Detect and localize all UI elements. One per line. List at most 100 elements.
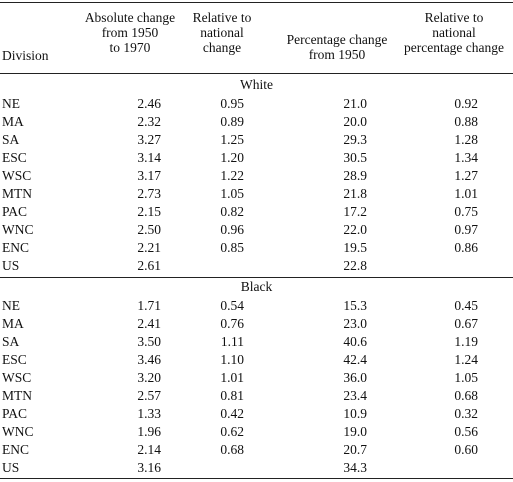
header-division: Division (2, 48, 49, 63)
cell-absolute-change: 2.50 (137, 222, 161, 237)
cell-relative-national: 1.20 (220, 150, 244, 165)
cell-relative-national: 0.89 (220, 114, 244, 129)
cell-division: WSC (2, 168, 32, 183)
header-relative-national-line-2: national (200, 25, 244, 40)
cell-relative-percentage: 0.60 (454, 442, 478, 457)
cell-percentage-change: 23.4 (343, 388, 367, 403)
cell-percentage-change: 19.0 (343, 424, 367, 439)
cell-relative-national: 1.10 (220, 352, 244, 367)
cell-relative-national: 0.68 (220, 442, 244, 457)
cell-absolute-change: 2.21 (137, 240, 161, 255)
cell-percentage-change: 22.0 (343, 222, 367, 237)
cell-relative-percentage: 0.75 (454, 204, 478, 219)
cell-percentage-change: 36.0 (343, 370, 367, 385)
cell-relative-percentage: 1.19 (454, 334, 478, 349)
cell-relative-percentage: 1.28 (454, 132, 478, 147)
cell-absolute-change: 3.27 (137, 132, 161, 147)
cell-relative-percentage: 0.68 (454, 388, 478, 403)
cell-percentage-change: 15.3 (343, 298, 367, 313)
header-relative-percentage-line-3: percentage change (403, 40, 505, 55)
cell-division: NE (2, 298, 20, 313)
cell-percentage-change: 19.5 (343, 240, 367, 255)
cell-percentage-change: 17.2 (343, 204, 367, 219)
cell-relative-national: 0.62 (220, 424, 244, 439)
cell-absolute-change: 2.14 (137, 442, 161, 457)
cell-division: MA (2, 114, 24, 129)
cell-division: PAC (2, 406, 28, 421)
cell-relative-percentage: 1.34 (454, 150, 478, 165)
cell-percentage-change: 22.8 (343, 258, 367, 273)
header-relative-percentage-line-2: national (432, 25, 476, 40)
cell-division: WNC (2, 222, 34, 237)
cell-relative-percentage: 0.97 (454, 222, 478, 237)
cell-relative-percentage: 0.86 (454, 240, 478, 255)
header-relative-national-line-1: Relative to (192, 10, 252, 25)
cell-relative-national: 0.96 (220, 222, 244, 237)
cell-percentage-change: 40.6 (343, 334, 367, 349)
cell-division: ENC (2, 442, 29, 457)
cell-percentage-change: 20.0 (343, 114, 367, 129)
cell-percentage-change: 30.5 (343, 150, 367, 165)
cell-absolute-change: 3.16 (137, 460, 161, 475)
cell-absolute-change: 1.71 (137, 298, 161, 313)
cell-percentage-change: 34.3 (343, 460, 367, 475)
cell-relative-national: 1.11 (220, 334, 244, 349)
cell-relative-national: 0.81 (220, 388, 244, 403)
cell-absolute-change: 3.17 (137, 168, 161, 183)
cell-absolute-change: 3.14 (137, 150, 161, 165)
cell-absolute-change: 2.61 (137, 258, 161, 273)
cell-relative-national: 0.76 (220, 316, 244, 331)
cell-relative-percentage: 0.67 (454, 316, 478, 331)
cell-division: US (2, 258, 20, 273)
cell-relative-percentage: 0.56 (454, 424, 478, 439)
cell-percentage-change: 42.4 (343, 352, 367, 367)
cell-division: WNC (2, 424, 34, 439)
cell-relative-percentage: 1.01 (454, 186, 478, 201)
cell-percentage-change: 28.9 (343, 168, 367, 183)
cell-division: ESC (2, 150, 27, 165)
cell-division: WSC (2, 370, 32, 385)
header-percentage-change-line-1: Percentage change (286, 32, 388, 47)
section-title-black: Black (240, 279, 273, 294)
cell-percentage-change: 10.9 (343, 406, 367, 421)
cell-percentage-change: 23.0 (343, 316, 367, 331)
cell-division: MTN (2, 186, 32, 201)
cell-absolute-change: 2.73 (137, 186, 161, 201)
cell-relative-national: 1.22 (220, 168, 244, 183)
cell-absolute-change: 2.41 (137, 316, 161, 331)
header-percentage-change: Percentage change from 1950 (266, 32, 408, 62)
header-absolute-change-line-2: from 1950 (101, 25, 159, 40)
cell-relative-national: 1.05 (220, 186, 244, 201)
cell-division: ENC (2, 240, 29, 255)
cell-absolute-change: 1.33 (137, 406, 161, 421)
cell-percentage-change: 21.8 (343, 186, 367, 201)
cell-absolute-change: 3.46 (137, 352, 161, 367)
cell-division: PAC (2, 204, 28, 219)
cell-percentage-change: 20.7 (343, 442, 367, 457)
cell-percentage-change: 29.3 (343, 132, 367, 147)
cell-relative-national: 0.42 (220, 406, 244, 421)
cell-relative-percentage: 0.88 (454, 114, 478, 129)
cell-relative-percentage: 1.05 (454, 370, 478, 385)
header-absolute-change: Absolute change from 1950 to 1970 (62, 10, 198, 55)
header-absolute-change-line-1: Absolute change (84, 10, 176, 25)
header-absolute-change-line-3: to 1970 (109, 40, 151, 55)
cell-absolute-change: 2.46 (137, 96, 161, 111)
cell-relative-percentage: 1.27 (454, 168, 478, 183)
cell-absolute-change: 3.50 (137, 334, 161, 349)
cell-relative-percentage: 1.24 (454, 352, 478, 367)
cell-relative-national: 0.54 (220, 298, 244, 313)
cell-relative-percentage: 0.32 (454, 406, 478, 421)
cell-relative-national: 0.85 (220, 240, 244, 255)
header-percentage-change-line-2: from 1950 (308, 47, 366, 62)
cell-relative-national: 0.82 (220, 204, 244, 219)
cell-absolute-change: 1.96 (137, 424, 161, 439)
cell-percentage-change: 21.0 (343, 96, 367, 111)
cell-division: MTN (2, 388, 32, 403)
cell-absolute-change: 2.32 (137, 114, 161, 129)
cell-relative-national: 1.01 (220, 370, 244, 385)
cell-division: SA (2, 334, 20, 349)
cell-division: MA (2, 316, 24, 331)
cell-absolute-change: 2.57 (137, 388, 161, 403)
